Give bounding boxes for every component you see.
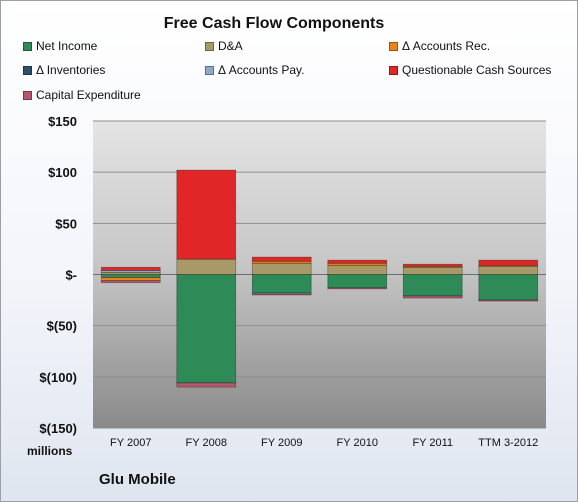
legend-label: Questionable Cash Sources — [402, 63, 552, 77]
bar-segment — [327, 259, 388, 264]
bar-segment — [100, 274, 161, 278]
x-tick-label: FY 2009 — [261, 437, 302, 449]
y-tick-label: $150 — [48, 114, 77, 129]
legend-label: Capital Expenditure — [36, 88, 141, 102]
x-tick-label: FY 2008 — [186, 437, 227, 449]
bar-segment — [402, 266, 463, 275]
legend-label: Δ Accounts Rec. — [402, 39, 491, 53]
y-tick-label: $- — [65, 268, 77, 283]
x-tick-label: TTM 3-2012 — [478, 437, 538, 449]
y-tick-label: $(50) — [47, 319, 77, 334]
legend-swatch — [23, 42, 32, 51]
bar-segment — [176, 169, 237, 260]
bar-segment — [176, 274, 237, 384]
legend-item: Questionable Cash Sources — [389, 63, 551, 77]
legend-swatch — [389, 66, 398, 75]
y-axis-ticks: $150 $100 $50 $- $(50) $(100) $(150) — [39, 114, 77, 436]
bar-segment — [478, 259, 539, 266]
legend-swatch — [205, 42, 214, 51]
bar-segment — [402, 295, 463, 299]
legend-item: D&A — [205, 39, 243, 53]
bar-segment — [251, 274, 312, 294]
legend-item: Capital Expenditure — [23, 88, 141, 102]
legend-label: Net Income — [36, 39, 98, 53]
bar-segment — [402, 263, 463, 267]
y-tick-label: $100 — [48, 165, 77, 180]
bar-segment — [478, 265, 539, 275]
bar-segment — [100, 280, 161, 284]
bar-segment — [402, 274, 463, 297]
legend-swatch — [23, 66, 32, 75]
y-tick-label: $50 — [55, 216, 77, 231]
legend-item: Net Income — [23, 39, 97, 53]
legend-swatch — [205, 66, 214, 75]
legend-item: Δ Accounts Pay. — [205, 63, 305, 77]
x-tick-label: FY 2011 — [412, 437, 453, 449]
legend-item: Δ Inventories — [23, 63, 105, 77]
bar-segment — [478, 299, 539, 302]
bar-segment — [100, 266, 161, 271]
x-axis-ticks: FY 2007 FY 2008 FY 2009 FY 2010 FY 2011 TTM 3… — [110, 437, 538, 449]
bar-segment — [327, 264, 388, 275]
legend-swatch — [23, 91, 32, 100]
legend-label: D&A — [218, 39, 243, 53]
bar-segment — [478, 274, 539, 301]
y-tick-label: $(100) — [39, 370, 77, 385]
bar-segment — [327, 274, 388, 289]
bar-segment — [251, 256, 312, 262]
x-tick-label: FY 2010 — [337, 437, 378, 449]
bar-segment — [176, 258, 237, 275]
y-tick-label: $(150) — [39, 421, 77, 436]
legend-item: Δ Accounts Rec. — [389, 39, 490, 53]
x-tick-label: FY 2007 — [110, 437, 151, 449]
chart-title: Free Cash Flow Components — [163, 15, 385, 32]
company-label: Glu Mobile — [99, 471, 176, 488]
gridlines — [93, 120, 546, 429]
bar-segment — [327, 287, 388, 290]
bar-segment — [251, 293, 312, 296]
legend-label: Δ Accounts Pay. — [218, 63, 305, 77]
bar-segment — [100, 277, 161, 282]
unit-label: millions — [27, 444, 73, 458]
legend-label: Δ Inventories — [36, 63, 106, 77]
legend-swatch — [389, 42, 398, 51]
bars — [100, 169, 539, 388]
bar-segment — [176, 382, 237, 388]
bar-segment — [251, 262, 312, 275]
